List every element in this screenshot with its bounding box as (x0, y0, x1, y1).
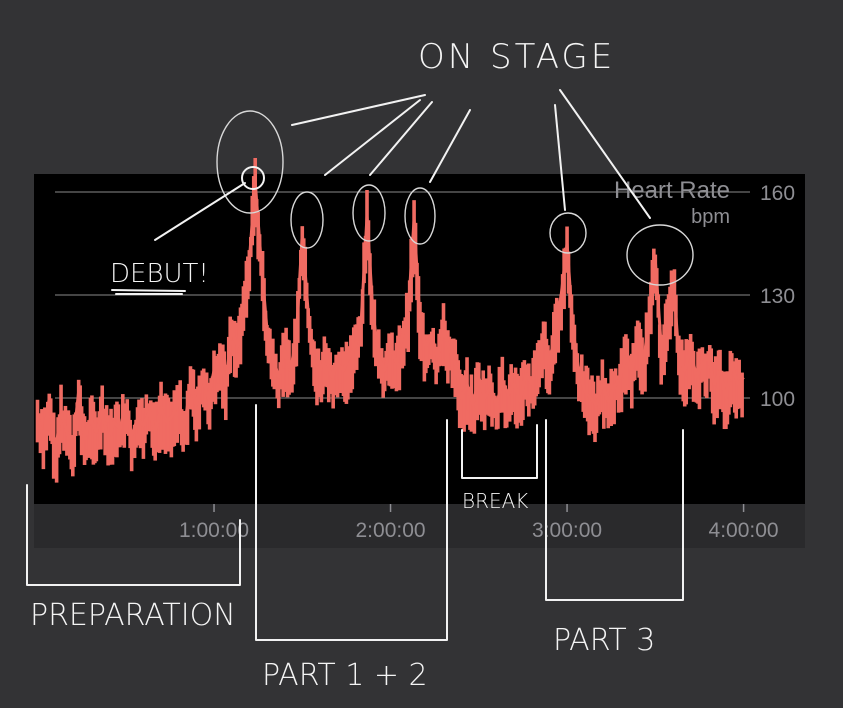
heart-rate-bar (210, 376, 215, 402)
x-tick-label: 2:00:00 (356, 519, 426, 542)
on-stage-pointer-lines (291, 89, 651, 219)
x-tick-label: 3:00:00 (532, 519, 602, 542)
debut-label: DEBUT! (110, 259, 209, 289)
heart-rate-line (36, 180, 745, 455)
part-1-2-label: PART 1 + 2 (262, 658, 428, 693)
break-label: BREAK (462, 489, 528, 513)
heart-rate-bar (472, 394, 477, 434)
debut-outer-circle (216, 110, 284, 214)
heart-rate-bar (365, 189, 369, 237)
on-stage-label: ON STAGE (418, 37, 615, 77)
heart-rate-bar (276, 374, 281, 409)
heart-rate-bar (294, 332, 299, 367)
x-tick-label: 4:00:00 (709, 519, 779, 542)
heart-rate-bar (359, 319, 363, 347)
peak-circle (404, 187, 436, 245)
preparation-label: PREPARATION (30, 598, 236, 633)
peak-circle (290, 191, 324, 249)
heart-rate-bar (197, 375, 202, 430)
heart-rate-bar (406, 312, 410, 352)
heart-rate-bar (223, 372, 228, 421)
heart-rate-bar (57, 414, 62, 455)
debut-pointer-line (154, 182, 246, 241)
y-tick-label: 100 (760, 388, 795, 411)
heart-rate-bar (715, 364, 719, 419)
peak-circle (549, 212, 587, 254)
heart-rate-bar (462, 390, 466, 432)
heart-rate-bar (643, 350, 647, 392)
heart-rate-bar (556, 307, 561, 353)
peak-circle (352, 184, 386, 242)
peak-circle (626, 224, 694, 286)
heart-rate-bar (740, 372, 744, 418)
heart-rate-bar (621, 365, 625, 393)
part-1-2-bracket (255, 404, 448, 641)
debut-underline (111, 289, 186, 295)
preparation-bracket (26, 484, 241, 586)
y-tick-label: 160 (760, 182, 795, 205)
debut-circle (241, 166, 265, 190)
legend-unit: bpm (691, 206, 730, 228)
legend-title: Heart Rate (614, 177, 730, 204)
heart-rate-bar (646, 323, 650, 357)
break-bracket (461, 424, 538, 479)
x-axis-band (34, 504, 805, 548)
heart-rate-bar (110, 419, 115, 465)
heart-rate-bar (129, 432, 134, 472)
y-tick-label: 130 (760, 285, 795, 308)
heart-rate-bar (687, 349, 691, 390)
x-tick-label: 1:00:00 (179, 519, 249, 542)
heart-rate-bar (59, 384, 63, 431)
annotations: ON STAGE DEBUT! PREPARATION PART 1 + 2 B… (26, 37, 694, 693)
part-3-bracket (545, 419, 684, 601)
heart-rate-bar (559, 294, 563, 331)
heart-rate-bar (185, 390, 190, 445)
part-3-label: PART 3 (553, 623, 655, 658)
heart-rate-bar (496, 398, 500, 429)
heart-rate-bar (54, 437, 59, 483)
